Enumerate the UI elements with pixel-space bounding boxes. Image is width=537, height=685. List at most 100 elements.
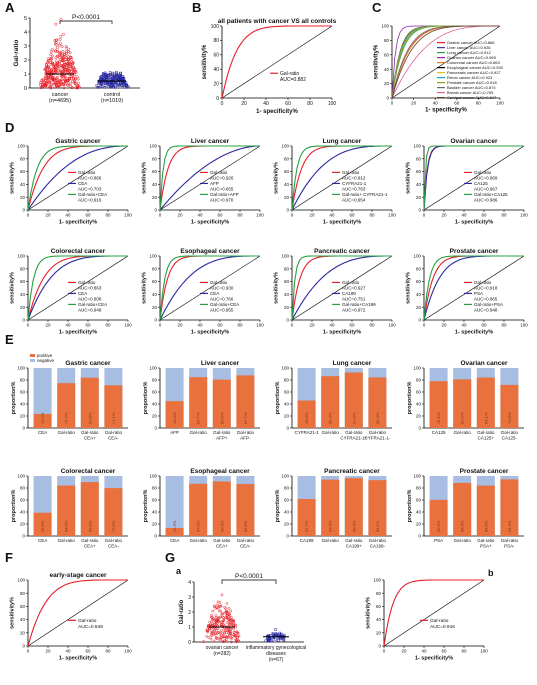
data-point (206, 624, 210, 628)
category-label-line: PSA- (504, 544, 515, 549)
panel-letter-e: E (5, 332, 14, 347)
y-tick-label: 0 (22, 426, 25, 431)
x-category-label: Gal-ratio CEA- (105, 430, 123, 441)
x-tick-label: 0 (27, 323, 30, 328)
data-point (211, 622, 214, 626)
data-point (224, 639, 228, 643)
data-point (210, 618, 214, 621)
bar-value-label: 96.4% (351, 520, 356, 532)
y-tick-label: 60 (20, 279, 26, 284)
x-tick-label: 60 (85, 323, 91, 328)
x-tick-label: 0 (383, 649, 386, 654)
y-tick-label: 40 (416, 182, 422, 187)
x-category-label: AFP (170, 430, 179, 435)
data-point (202, 640, 205, 643)
data-point (212, 639, 216, 643)
legend-label: Gal-ratio (342, 280, 360, 285)
category-label-line: Gal-ratio (345, 430, 363, 435)
data-point (209, 637, 213, 641)
legend-label: Renal cancer AUC=0.923 (447, 75, 493, 80)
data-point (125, 83, 128, 87)
data-point (214, 614, 218, 617)
roc-curve-0 (221, 25, 332, 99)
y-tick-label: 20 (284, 305, 290, 310)
bar-positive (476, 485, 495, 536)
x-category-label: Gal-ratio CEA+ (213, 538, 231, 549)
sub-panel-label: a (176, 566, 182, 576)
significance-bracket (221, 579, 277, 584)
data-point (222, 616, 225, 619)
y-tick-label: 0 (24, 86, 27, 92)
x-tick-label: 40 (65, 323, 71, 328)
data-point (41, 78, 45, 81)
legend-auc: AUC=0.751 (342, 297, 366, 302)
x-tick-label: 40 (433, 101, 439, 106)
data-point (63, 75, 67, 79)
x-axis-label: 1- specificity% (191, 220, 229, 226)
x-tick-label: 60 (441, 649, 447, 654)
x-tick-label: 40 (197, 323, 203, 328)
data-point (215, 629, 219, 632)
y-tick-label: 80 (20, 378, 26, 383)
data-point (120, 84, 124, 87)
category-label-line: Gal-ratio (58, 430, 76, 435)
data-point (75, 86, 79, 90)
x-tick-label: 40 (65, 649, 71, 654)
y-tick-label: 20 (376, 630, 382, 635)
y-tick-label: 0 (22, 208, 25, 213)
x-category-label: Gal-ratio (58, 538, 76, 543)
data-point (119, 74, 123, 77)
y-tick-label: 20 (416, 414, 422, 419)
data-point (71, 69, 75, 72)
data-point (68, 76, 72, 80)
data-point (279, 637, 282, 641)
data-point (274, 632, 278, 635)
y-axis-label: sensitivity% (142, 162, 148, 194)
roc-curve-2 (159, 145, 260, 211)
chart-title: Liver cancer (201, 360, 240, 367)
legend-label: Gal-ratio (78, 170, 96, 175)
data-point (210, 613, 213, 617)
x-category-label: Gal-ratio CYFRA21-1- (365, 430, 391, 441)
bar-negative (33, 368, 52, 428)
data-point (50, 75, 54, 79)
y-axis-label: proportion% (11, 490, 17, 523)
x-axis-label: 1- specificity% (415, 656, 453, 662)
roc-curve-2 (291, 145, 392, 211)
x-tick-label: 60 (217, 213, 223, 218)
x-tick-label: 20 (411, 101, 417, 106)
y-tick-label: 2 (188, 610, 191, 616)
x-tick-label: 20 (45, 323, 51, 328)
data-point (225, 621, 229, 624)
x-tick-label: 80 (105, 649, 111, 654)
legend-auc: AUC=0.948 (78, 308, 102, 313)
panel-letter-c: C (372, 0, 382, 15)
y-tick-label: 80 (284, 486, 290, 491)
y-tick-label: 100 (149, 254, 157, 259)
category-label-line: Gal-ratio (213, 538, 231, 543)
y-tick-label: 80 (20, 591, 26, 596)
data-point (229, 636, 233, 640)
data-point (221, 635, 225, 639)
y-tick-label: 80 (376, 591, 382, 596)
category-label-line: Gal-ratio (105, 538, 123, 543)
category-label-line: Gal-ratio (58, 538, 76, 543)
bar-positive (500, 479, 519, 536)
roc-curve-2 (27, 255, 128, 321)
data-point (74, 70, 78, 74)
x-tick-label: 60 (85, 649, 91, 654)
legend-label: CA199 (342, 291, 356, 296)
y-axis-label: proportion% (275, 490, 281, 523)
y-tick-label: 0 (386, 96, 389, 101)
y-tick-label: 20 (284, 195, 290, 200)
roc-curve-11 (391, 25, 500, 99)
data-point (218, 601, 222, 604)
legend-label: CEA (78, 291, 87, 296)
y-tick-label: 20 (20, 522, 26, 527)
x-tick-label: 60 (85, 213, 91, 218)
data-point (228, 618, 232, 622)
data-point (216, 619, 220, 623)
x-category-label: cancer (52, 92, 69, 98)
y-axis-label: sensitivity% (374, 44, 380, 79)
x-tick-label: 20 (309, 323, 315, 328)
